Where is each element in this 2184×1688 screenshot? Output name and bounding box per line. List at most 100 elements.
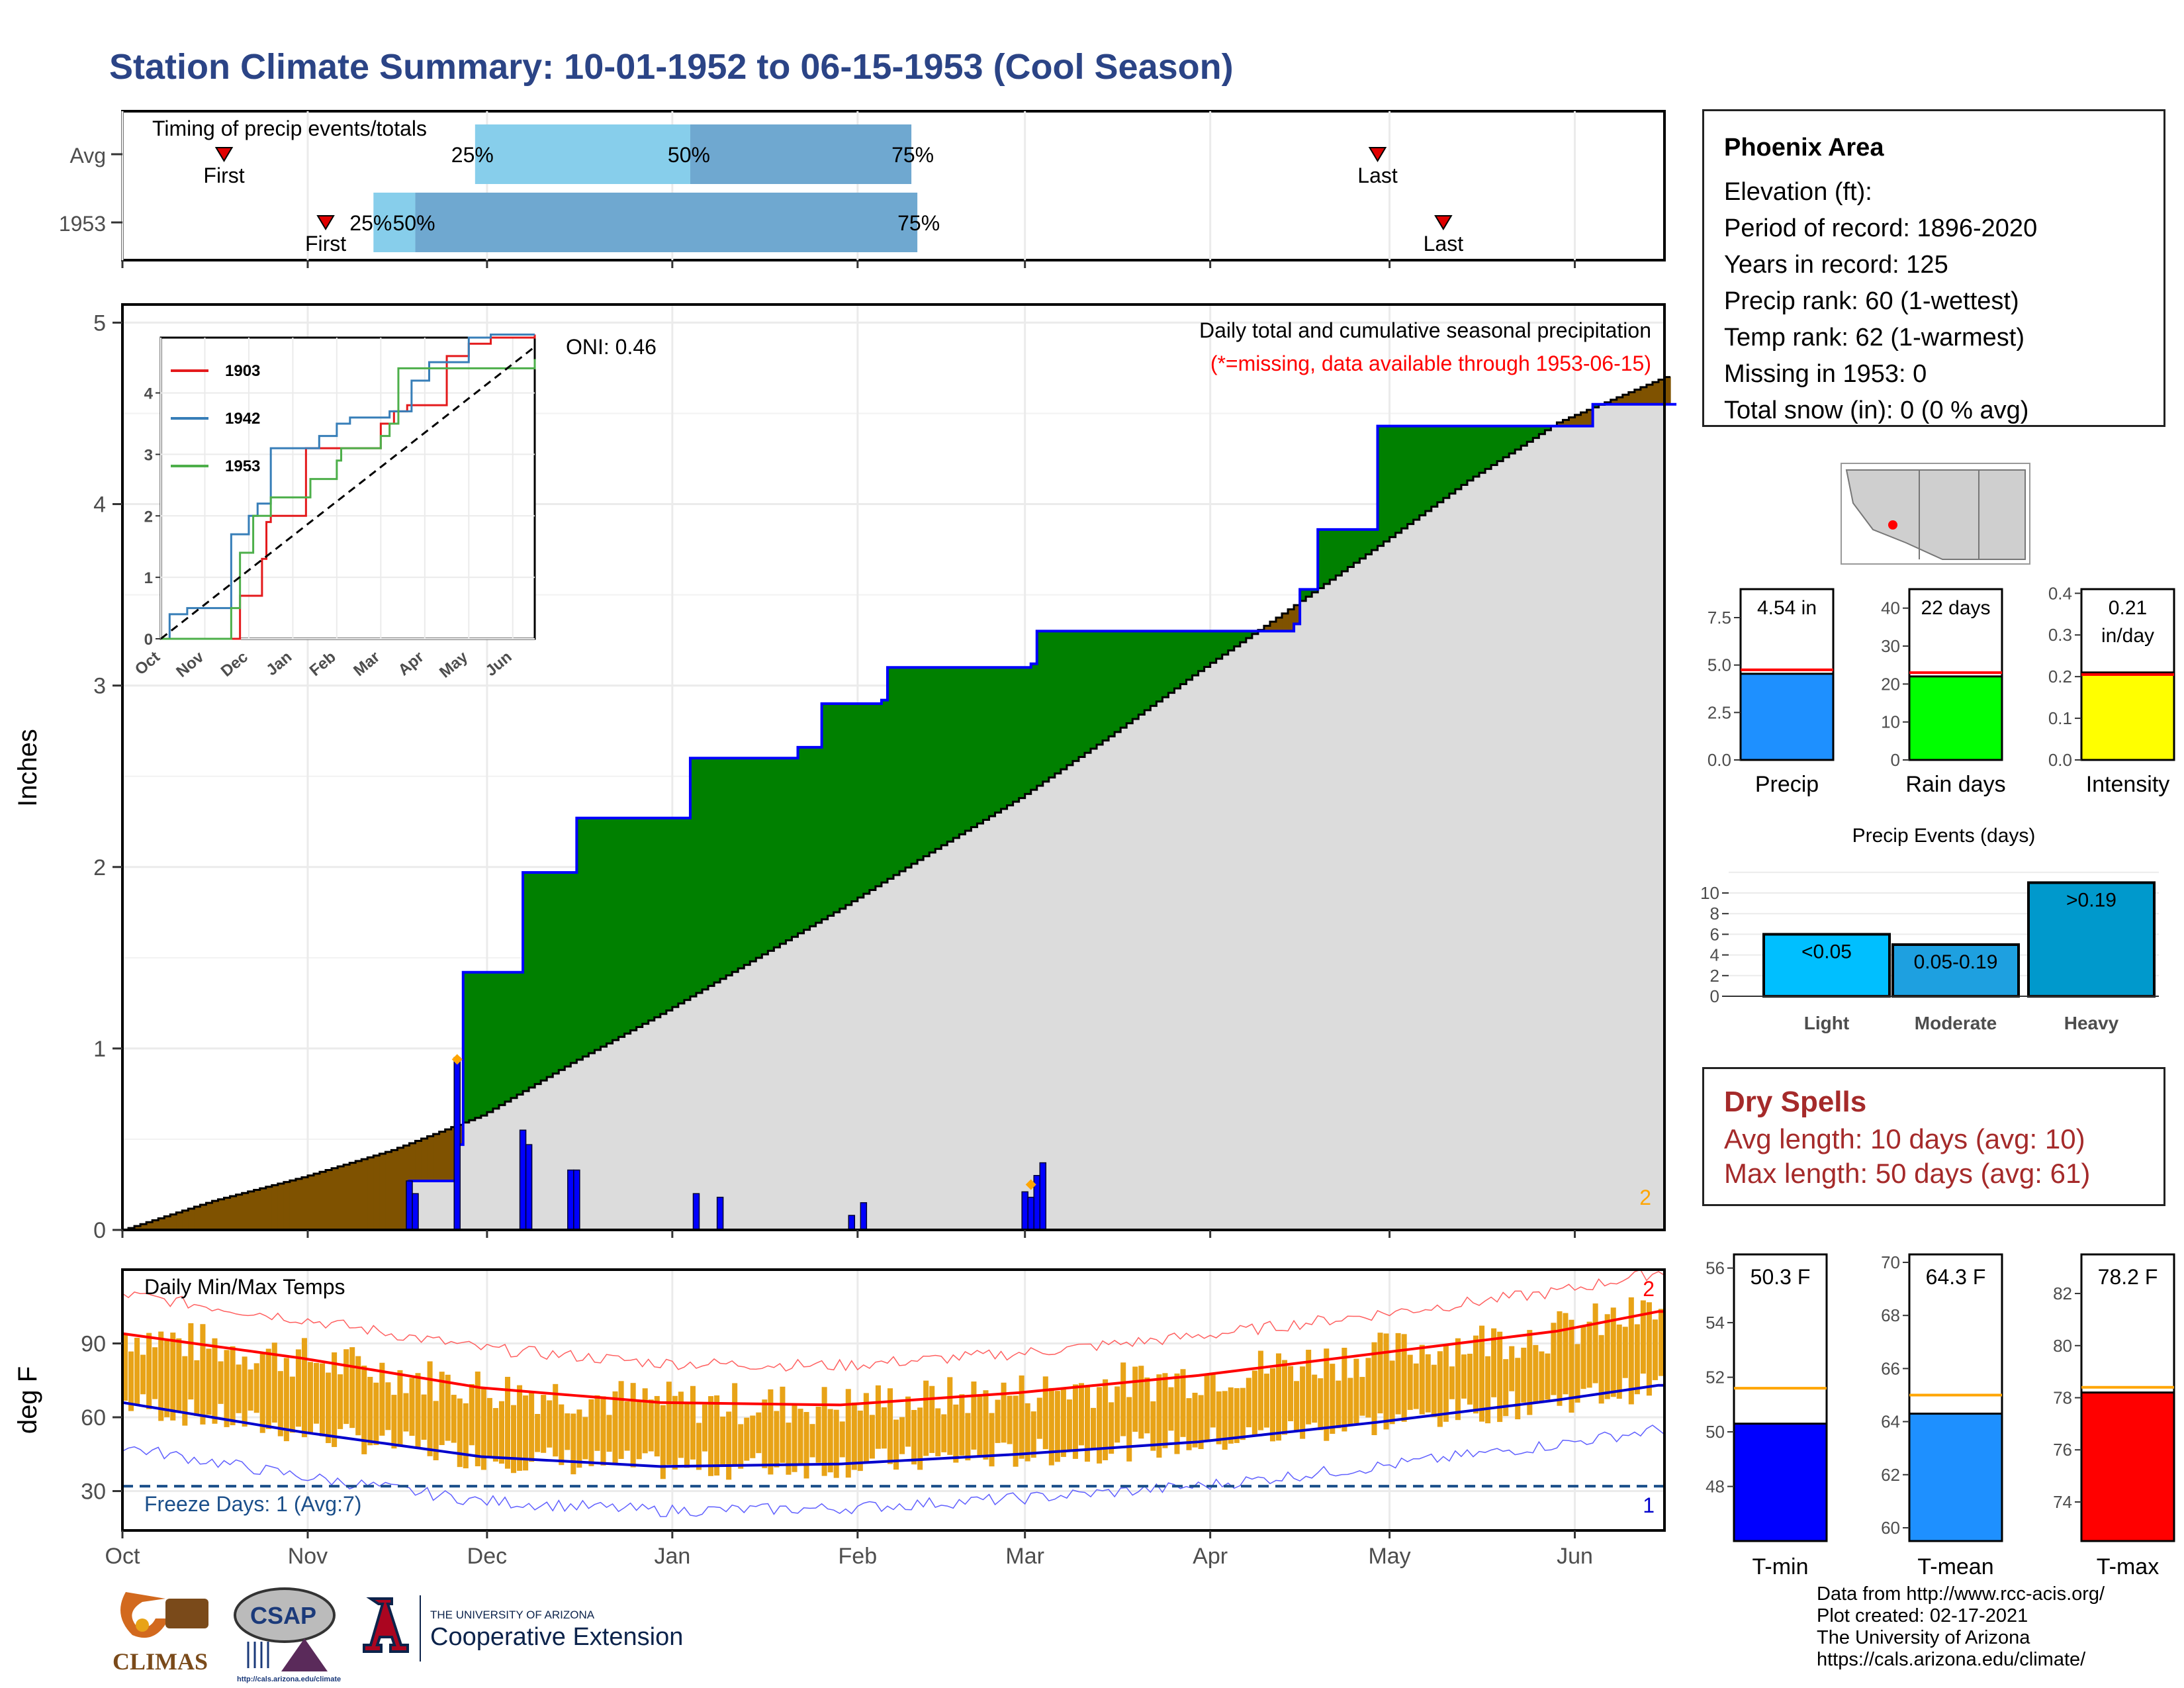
dry-fill xyxy=(385,1152,392,1230)
temp-x-tick-label: Jan xyxy=(654,1544,690,1569)
temp-x-tick-label: Nov xyxy=(288,1544,328,1569)
wet-fill xyxy=(780,758,787,944)
normal-min-line xyxy=(122,1383,1664,1468)
wet-fill xyxy=(1503,426,1510,457)
temp-daily-bar xyxy=(1539,1351,1545,1403)
temp-daily-bar xyxy=(1479,1325,1485,1422)
station-years: Years in record: 125 xyxy=(1724,251,1948,279)
wet-fill xyxy=(1521,426,1527,446)
temp-summary-y-tick-label: 76 xyxy=(2053,1440,2072,1460)
wet-fill xyxy=(1168,631,1175,693)
temp-daily-bar xyxy=(1431,1364,1437,1417)
credit-data-source: Data from http://www.rcc-acis.org/ xyxy=(1817,1583,2105,1605)
temp-daily-bar xyxy=(1401,1334,1407,1422)
wet-fill xyxy=(1228,631,1235,651)
dry-fill xyxy=(379,1153,386,1230)
wet-fill xyxy=(1533,426,1539,438)
dry-fill xyxy=(1563,420,1570,426)
temp-summary-value: 64.3 F xyxy=(1926,1265,1986,1289)
temp-daily-bar xyxy=(911,1409,917,1465)
dry-fill xyxy=(349,1162,356,1230)
temp-daily-bar xyxy=(780,1386,786,1463)
temp-daily-bar xyxy=(1312,1374,1318,1423)
dry-fill xyxy=(188,1208,195,1230)
dry-fill xyxy=(343,1164,350,1230)
temp-daily-bar xyxy=(1084,1386,1091,1462)
temp-daily-bar xyxy=(1048,1387,1054,1466)
events-y-tick-label: 4 xyxy=(1710,945,1719,965)
daily-precip-bar xyxy=(453,1056,461,1231)
temp-daily-bar xyxy=(1013,1395,1019,1467)
oni-label: ONI: 0.46 xyxy=(566,335,657,359)
wet-fill xyxy=(1216,631,1223,659)
wet-fill xyxy=(1115,631,1121,732)
daily-precip-bar xyxy=(1021,1191,1028,1231)
temp-daily-bar xyxy=(492,1408,498,1462)
wet-fill xyxy=(1019,667,1026,798)
wet-fill xyxy=(547,872,553,1078)
temp-daily-bar xyxy=(1228,1387,1234,1444)
wet-fill xyxy=(1138,631,1145,715)
dry-fill xyxy=(277,1184,285,1230)
temp-y-tick-label: 30 xyxy=(81,1479,106,1505)
credits: Data from http://www.rcc-acis.org/ Plot … xyxy=(1817,1583,2105,1671)
temp-daily-bar xyxy=(1120,1362,1126,1436)
temp-summary-y-tick-label: 66 xyxy=(1881,1358,1900,1378)
temp-daily-bar xyxy=(361,1366,367,1454)
timing-bar-50-75 xyxy=(415,193,918,252)
temp-daily-bar xyxy=(797,1409,803,1465)
temp-daily-bar xyxy=(535,1413,541,1452)
wet-fill xyxy=(887,667,894,879)
dry-fill xyxy=(253,1190,261,1230)
temp-daily-bar xyxy=(367,1376,373,1446)
wet-fill xyxy=(570,872,577,1063)
temp-daily-bar xyxy=(1294,1381,1300,1432)
dry-fill xyxy=(1640,387,1647,404)
temp-daily-bar xyxy=(630,1383,636,1468)
temp-daily-bar xyxy=(1592,1303,1598,1383)
temp-daily-bar xyxy=(170,1333,176,1421)
daily-precip-bar xyxy=(412,1193,419,1231)
temp-daily-bar xyxy=(786,1423,792,1475)
temp-daily-bar xyxy=(827,1409,833,1473)
wet-fill xyxy=(588,818,596,1054)
events-y-tick-label: 8 xyxy=(1710,904,1719,923)
wet-fill xyxy=(1198,631,1205,671)
wet-fill xyxy=(774,758,781,948)
temp-daily-bar xyxy=(391,1395,397,1449)
wet-fill xyxy=(1312,589,1318,592)
temp-daily-bar xyxy=(869,1415,875,1459)
temp-daily-bar xyxy=(809,1424,815,1458)
temp-daily-bar xyxy=(212,1338,218,1424)
wet-fill xyxy=(851,704,858,902)
wet-fill xyxy=(1204,631,1211,667)
wet-fill xyxy=(1467,426,1474,481)
wet-fill xyxy=(809,747,817,927)
wet-fill xyxy=(1036,631,1044,786)
wet-fill xyxy=(1234,631,1241,647)
dry-fill xyxy=(415,1141,422,1181)
wet-fill xyxy=(475,972,482,1118)
temp-summary-y-tick-label: 60 xyxy=(1881,1518,1900,1538)
climas-text: CLIMAS xyxy=(113,1648,208,1675)
events-title: Precip Events (days) xyxy=(1852,825,2036,847)
temp-daily-bar xyxy=(977,1394,983,1456)
inset-legend-label: 1903 xyxy=(225,362,260,380)
timing-q75-label: 75% xyxy=(897,211,940,235)
temp-daily-bar xyxy=(1353,1358,1359,1424)
temp-daily-bar xyxy=(451,1395,457,1443)
wet-fill xyxy=(863,704,870,894)
daily-precip-bar xyxy=(519,1129,527,1231)
dry-fill xyxy=(224,1197,231,1230)
temp-daily-bar xyxy=(1359,1377,1365,1416)
dry-fill xyxy=(313,1174,320,1230)
dry-fill xyxy=(283,1182,291,1230)
temp-daily-bar xyxy=(1557,1311,1563,1406)
temp-daily-bar xyxy=(768,1389,774,1475)
dry-fill xyxy=(445,1129,452,1181)
wet-fill xyxy=(696,758,703,994)
wet-fill xyxy=(678,818,685,1004)
temp-x-tick-label: May xyxy=(1368,1544,1410,1569)
temp-daily-bar xyxy=(1204,1374,1210,1440)
